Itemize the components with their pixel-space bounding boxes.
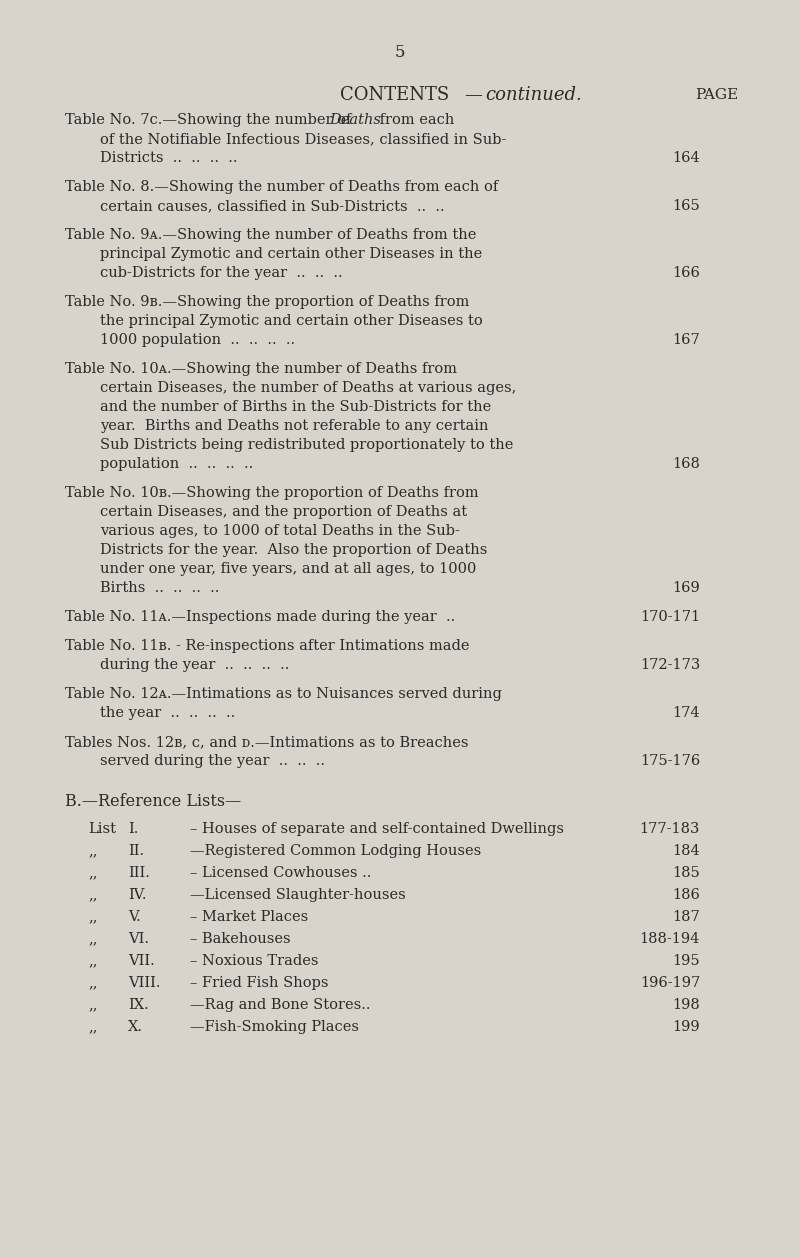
Text: 168: 168 — [672, 458, 700, 471]
Text: during the year  ..  ..  ..  ..: during the year .. .. .. .. — [100, 657, 290, 672]
Text: Sub Districts being redistributed proportionately to the: Sub Districts being redistributed propor… — [100, 437, 514, 453]
Text: certain causes, classified in Sub-Districts  ..  ..: certain causes, classified in Sub-Distri… — [100, 199, 445, 212]
Text: – Fried Fish Shops: – Fried Fish Shops — [190, 975, 329, 991]
Text: VI.: VI. — [128, 931, 149, 947]
Text: List: List — [88, 822, 116, 836]
Text: the year  ..  ..  ..  ..: the year .. .. .. .. — [100, 706, 235, 720]
Text: and the number of Births in the Sub-Districts for the: and the number of Births in the Sub-Dist… — [100, 400, 491, 414]
Text: —: — — [464, 85, 482, 104]
Text: —Registered Common Lodging Houses: —Registered Common Lodging Houses — [190, 843, 482, 859]
Text: X.: X. — [128, 1019, 143, 1035]
Text: CONTENTS: CONTENTS — [340, 85, 450, 104]
Text: IV.: IV. — [128, 887, 146, 903]
Text: from each: from each — [375, 113, 454, 127]
Text: 165: 165 — [672, 199, 700, 212]
Text: III.: III. — [128, 866, 150, 880]
Text: – Houses of separate and self-contained Dwellings: – Houses of separate and self-contained … — [190, 822, 564, 836]
Text: Table No. 10ᴀ.—Showing the number of Deaths from: Table No. 10ᴀ.—Showing the number of Dea… — [65, 362, 457, 376]
Text: ᴄub-Districts for the year  ..  ..  ..: ᴄub-Districts for the year .. .. .. — [100, 266, 342, 280]
Text: population  ..  ..  ..  ..: population .. .. .. .. — [100, 458, 254, 471]
Text: 184: 184 — [672, 843, 700, 859]
Text: served during the year  ..  ..  ..: served during the year .. .. .. — [100, 754, 325, 768]
Text: ,,: ,, — [88, 910, 98, 924]
Text: 187: 187 — [672, 910, 700, 924]
Text: Table No. 7c.—Showing the number of: Table No. 7c.—Showing the number of — [65, 113, 356, 127]
Text: 164: 164 — [672, 151, 700, 165]
Text: ,,: ,, — [88, 887, 98, 903]
Text: 166: 166 — [672, 266, 700, 280]
Text: ,,: ,, — [88, 1019, 98, 1035]
Text: Districts  ..  ..  ..  ..: Districts .. .. .. .. — [100, 151, 238, 165]
Text: continued.: continued. — [485, 85, 582, 104]
Text: ,,: ,, — [88, 931, 98, 947]
Text: 186: 186 — [672, 887, 700, 903]
Text: I.: I. — [128, 822, 138, 836]
Text: 198: 198 — [672, 998, 700, 1012]
Text: PAGE: PAGE — [695, 88, 738, 102]
Text: ,,: ,, — [88, 866, 98, 880]
Text: V.: V. — [128, 910, 141, 924]
Text: 175-176: 175-176 — [640, 754, 700, 768]
Text: 1000 population  ..  ..  ..  ..: 1000 population .. .. .. .. — [100, 333, 295, 347]
Text: – Licensed Cowhouses ..: – Licensed Cowhouses .. — [190, 866, 371, 880]
Text: ,,: ,, — [88, 954, 98, 968]
Text: Table No. 9ᴀ.—Showing the number of Deaths from the: Table No. 9ᴀ.—Showing the number of Deat… — [65, 228, 476, 243]
Text: 169: 169 — [672, 581, 700, 595]
Text: 199: 199 — [672, 1019, 700, 1035]
Text: various ages, to 1000 of total Deaths in the Sub-: various ages, to 1000 of total Deaths in… — [100, 524, 460, 538]
Text: Deaths: Deaths — [329, 113, 381, 127]
Text: of the Notifiable Infectious Diseases, classified in Sub-: of the Notifiable Infectious Diseases, c… — [100, 132, 506, 146]
Text: VII.: VII. — [128, 954, 154, 968]
Text: principal Zymotic and certain other Diseases in the: principal Zymotic and certain other Dise… — [100, 246, 482, 261]
Text: 185: 185 — [672, 866, 700, 880]
Text: —Fish-Smoking Places: —Fish-Smoking Places — [190, 1019, 359, 1035]
Text: – Bakehouses: – Bakehouses — [190, 931, 290, 947]
Text: certain Diseases, and the proportion of Deaths at: certain Diseases, and the proportion of … — [100, 505, 467, 519]
Text: Table No. 11ʙ. - Re-inspections after Intimations made: Table No. 11ʙ. - Re-inspections after In… — [65, 639, 470, 652]
Text: the principal Zymotic and certain other Diseases to: the principal Zymotic and certain other … — [100, 314, 482, 328]
Text: – Noxious Trades: – Noxious Trades — [190, 954, 318, 968]
Text: year.  Births and Deaths not referable to any certain: year. Births and Deaths not referable to… — [100, 419, 489, 432]
Text: B.—Reference Lists—: B.—Reference Lists— — [65, 793, 242, 811]
Text: Tables Nos. 12ʙ, ᴄ, and ᴅ.—Intimations as to Breaches: Tables Nos. 12ʙ, ᴄ, and ᴅ.—Intimations a… — [65, 735, 469, 749]
Text: IX.: IX. — [128, 998, 149, 1012]
Text: Districts for the year.  Also the proportion of Deaths: Districts for the year. Also the proport… — [100, 543, 487, 557]
Text: —Licensed Slaughter-houses: —Licensed Slaughter-houses — [190, 887, 406, 903]
Text: Births  ..  ..  ..  ..: Births .. .. .. .. — [100, 581, 219, 595]
Text: Table No. 9ʙ.—Showing the proportion of Deaths from: Table No. 9ʙ.—Showing the proportion of … — [65, 295, 470, 309]
Text: 174: 174 — [672, 706, 700, 720]
Text: under one year, five years, and at all ages, to 1000: under one year, five years, and at all a… — [100, 562, 476, 576]
Text: Table No. 12ᴀ.—Intimations as to Nuisances served during: Table No. 12ᴀ.—Intimations as to Nuisanc… — [65, 688, 502, 701]
Text: 188-194: 188-194 — [640, 931, 700, 947]
Text: 170-171: 170-171 — [640, 610, 700, 623]
Text: —Rag and Bone Stores..: —Rag and Bone Stores.. — [190, 998, 370, 1012]
Text: 195: 195 — [672, 954, 700, 968]
Text: ,,: ,, — [88, 975, 98, 991]
Text: Table No. 11ᴀ.—Inspections made during the year  ..: Table No. 11ᴀ.—Inspections made during t… — [65, 610, 455, 623]
Text: 167: 167 — [672, 333, 700, 347]
Text: ,,: ,, — [88, 998, 98, 1012]
Text: II.: II. — [128, 843, 144, 859]
Text: 5: 5 — [394, 44, 406, 60]
Text: 172-173: 172-173 — [640, 657, 700, 672]
Text: VIII.: VIII. — [128, 975, 161, 991]
Text: 196-197: 196-197 — [640, 975, 700, 991]
Text: – Market Places: – Market Places — [190, 910, 308, 924]
Text: Table No. 10ʙ.—Showing the proportion of Deaths from: Table No. 10ʙ.—Showing the proportion of… — [65, 486, 478, 500]
Text: ,,: ,, — [88, 843, 98, 859]
Text: certain Diseases, the number of Deaths at various ages,: certain Diseases, the number of Deaths a… — [100, 381, 516, 395]
Text: Table No. 8.—Showing the number of Deaths from each of: Table No. 8.—Showing the number of Death… — [65, 180, 498, 194]
Text: 177-183: 177-183 — [640, 822, 700, 836]
